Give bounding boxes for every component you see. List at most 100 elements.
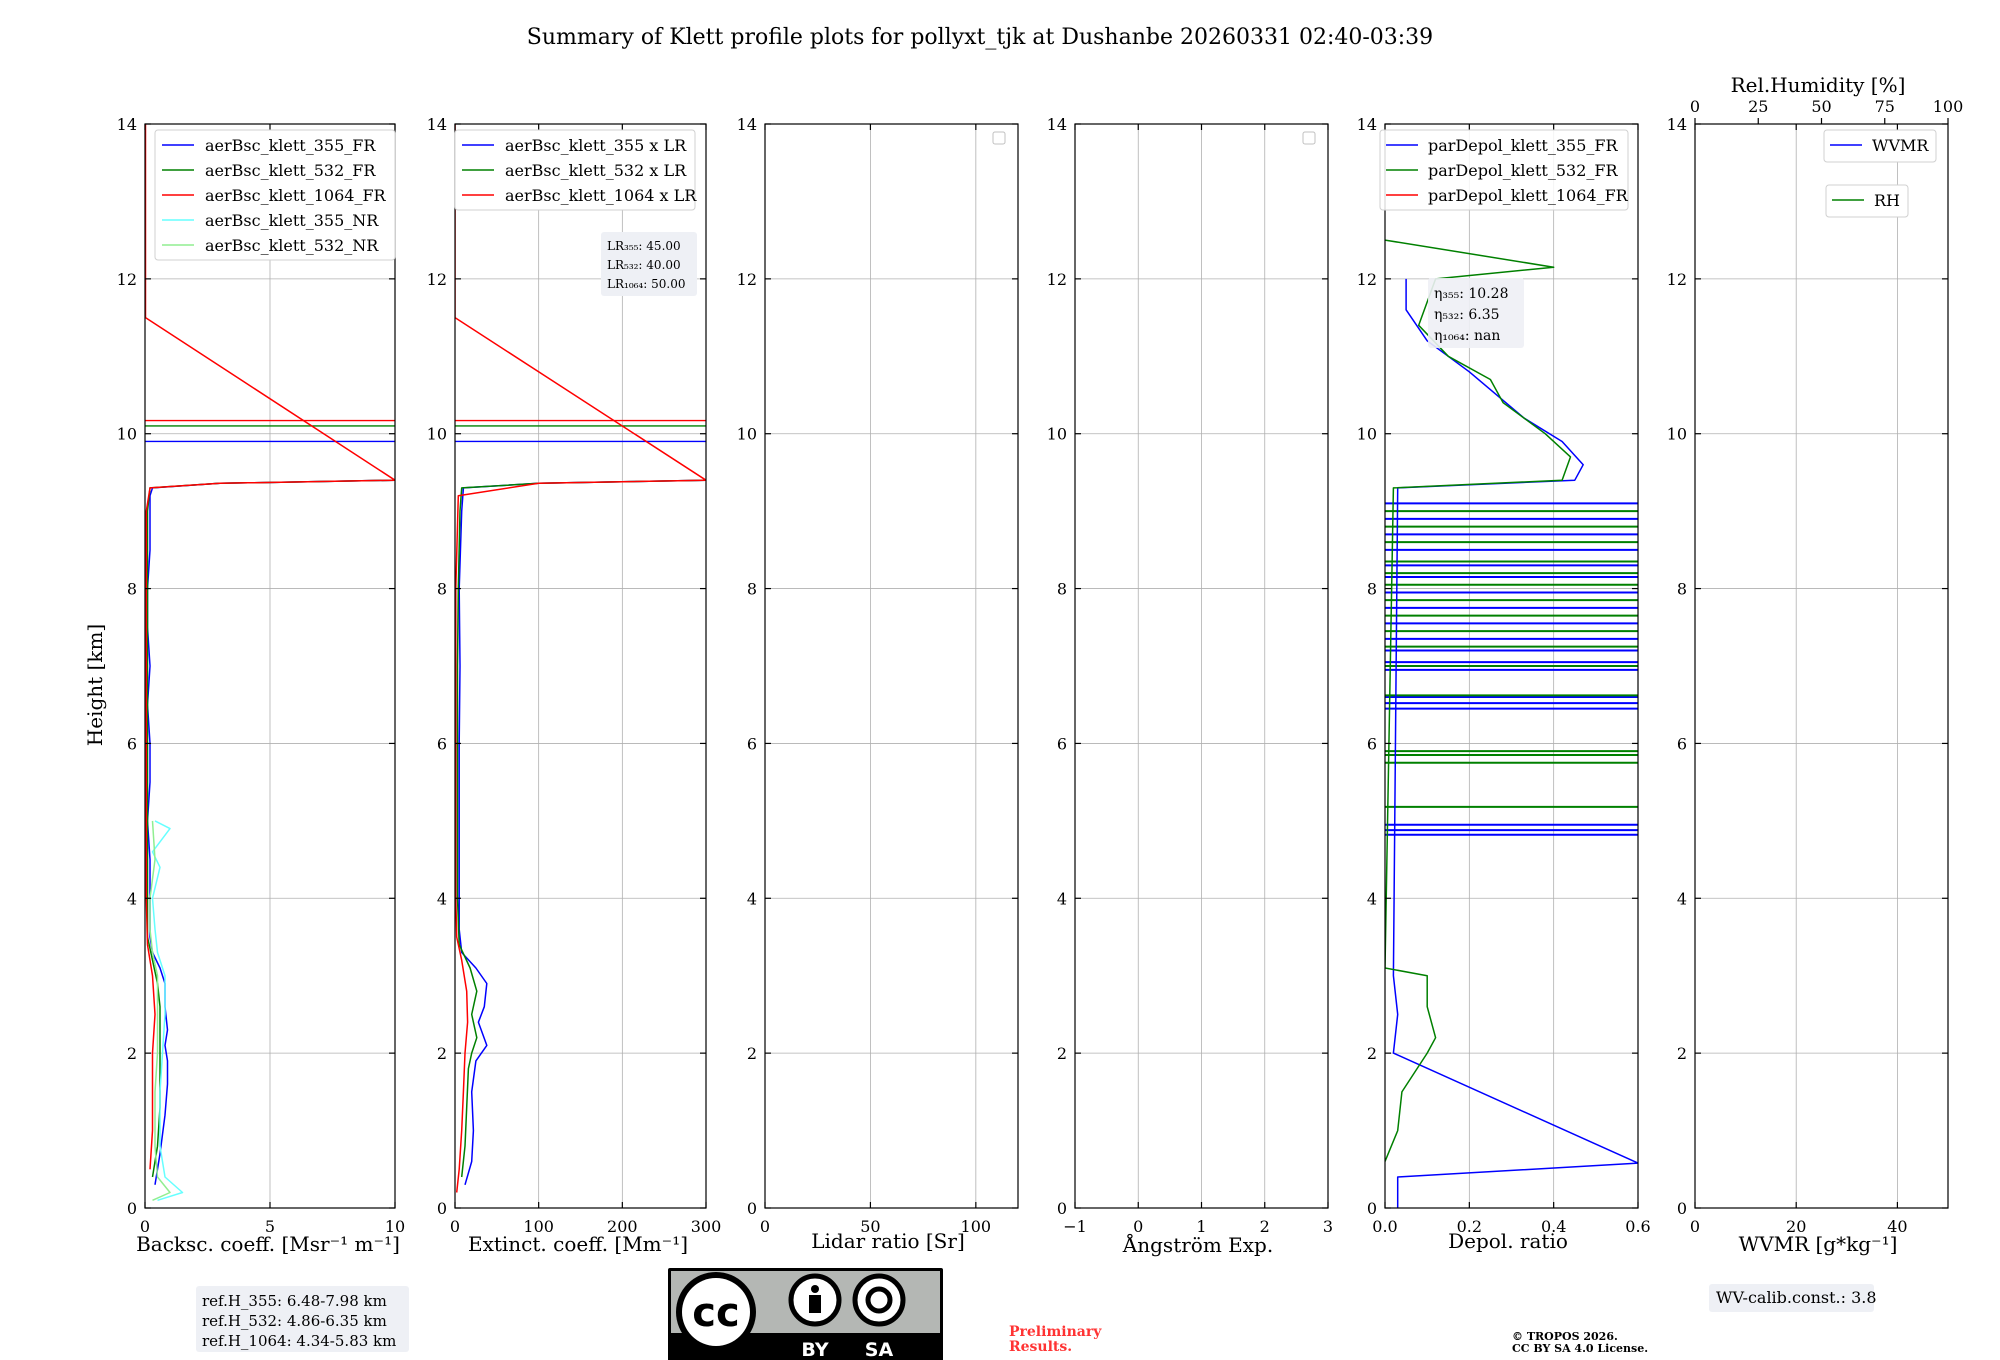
cc-inner-circle	[682, 1278, 750, 1346]
axes	[1694, 118, 1949, 1209]
lr-1064-text: LR₁₀₆₄: 50.00	[607, 277, 685, 291]
x-tick-labels: 0 5 10	[140, 1217, 405, 1236]
legend-label-wvmr: WVMR	[1872, 136, 1929, 155]
badge-sa-text: SA	[865, 1339, 894, 1360]
rh-top-axis-label: Rel.Humidity [%]	[1731, 73, 1906, 97]
copyright-line-1: © TROPOS 2026.	[1512, 1330, 1618, 1343]
series-line-parDepol_klett_532_FR	[1385, 239, 1572, 1162]
legend-box	[154, 129, 396, 261]
legend-label-355: parDepol_klett_355_FR	[1428, 136, 1619, 155]
x-tick-label: 0	[1133, 1217, 1143, 1236]
ref-h-532: ref.H_532: 4.86-6.35 km	[202, 1312, 387, 1330]
top-tick-labels: 0 25 50 75 100	[1690, 97, 1963, 116]
clip-group	[455, 124, 706, 1193]
axes-frame	[144, 123, 396, 1209]
x-tick-labels: 0 100 200 300	[450, 1217, 721, 1236]
y-tick-label: 2	[437, 1044, 447, 1063]
x-tick-labels: 0 20 40	[1690, 1217, 1908, 1236]
x-tick-label: 50	[860, 1217, 880, 1236]
y-tick-label: 8	[1367, 580, 1377, 599]
x-tick-label: 2	[1260, 1217, 1270, 1236]
y-tick-label: 0	[1057, 1199, 1067, 1218]
y-tick-label: 4	[127, 889, 137, 908]
y-axis-label: Height [km]	[83, 624, 107, 746]
x-tick-label: 0.2	[1457, 1217, 1482, 1236]
x-tick-label: 0.6	[1625, 1217, 1650, 1236]
legend-box	[1379, 129, 1629, 211]
y-tick-label: 8	[127, 580, 137, 599]
y-tick-label: 12	[1047, 270, 1067, 289]
x-tick-label: 0	[140, 1217, 150, 1236]
y-tick-labels: 0 2 4 6 8 10 12 14	[1357, 115, 1377, 1218]
y-tick-label: 10	[117, 425, 137, 444]
y-tick-label: 6	[747, 734, 757, 753]
by-icon-body	[809, 1295, 821, 1313]
y-tick-label: 2	[1057, 1044, 1067, 1063]
y-tick-label: 14	[1667, 115, 1687, 134]
y-tick-label: 8	[437, 580, 447, 599]
x-tick-label: 0.4	[1541, 1217, 1566, 1236]
y-tick-labels: 0 2 4 6 8 10 12 14	[737, 115, 757, 1218]
y-tick-label: 0	[1677, 1199, 1687, 1218]
axes-frame	[1384, 123, 1639, 1209]
x-tick-label: 0.0	[1372, 1217, 1397, 1236]
y-tick-labels: 0 2 4 6 8 10 12 14	[1047, 115, 1067, 1218]
y-tick-label: 8	[1677, 580, 1687, 599]
y-tick-label: 0	[127, 1199, 137, 1218]
x-tick-label: 10	[385, 1217, 405, 1236]
eta-355-text: η₃₅₅: 10.28	[1434, 286, 1508, 302]
x-tick-label: 40	[1887, 1217, 1907, 1236]
ext-legend: aerBsc_klett_355 x LR aerBsc_klett_532 x…	[454, 129, 697, 211]
y-tick-label: 0	[747, 1199, 757, 1218]
y-tick-label: 0	[437, 1199, 447, 1218]
empty-legend-box	[1302, 131, 1316, 145]
y-tick-label: 14	[1047, 115, 1067, 134]
axes	[764, 123, 1019, 1209]
panel-lidar-ratio: 0 2 4 6 8 10 12 14 0 50 100 Lidar ratio [Sr]	[737, 115, 1019, 1253]
lr-info-box: LR₃₅₅: 45.00 LR₅₃₂: 40.00 LR₁₀₆₄: 50.00	[601, 232, 697, 296]
series-line-aerBsc_klett_1064_FR	[145, 124, 395, 1170]
axes-frame	[1694, 123, 1949, 1209]
x-tick-label: 0	[450, 1217, 460, 1236]
empty-legend-box	[992, 131, 1006, 145]
bsc-x-axis-label: Backsc. coeff. [Msr⁻¹ m⁻¹]	[136, 1232, 400, 1256]
y-tick-label: 12	[117, 270, 137, 289]
x-tick-label: 3	[1323, 1217, 1333, 1236]
y-tick-label: 6	[127, 734, 137, 753]
cc-by-sa-badge: cc BY SA	[668, 1268, 943, 1360]
axes-frame	[454, 123, 707, 1209]
lr-355-text: LR₃₅₅: 45.00	[607, 239, 681, 253]
x-tick-label: 0	[760, 1217, 770, 1236]
wv-x-axis-label: WVMR [g*kg⁻¹]	[1739, 1232, 1898, 1256]
y-tick-label: 10	[427, 425, 447, 444]
y-tick-label: 14	[1357, 115, 1377, 134]
cc-icon: cc	[692, 1290, 739, 1336]
x-tick-label: −1	[1063, 1217, 1087, 1236]
series-line-aerBsc_klett_355 x LR	[458, 479, 706, 1186]
top-tick-label: 0	[1690, 97, 1700, 116]
y-tick-label: 6	[437, 734, 447, 753]
wv-calib-text: WV-calib.const.: 3.8	[1716, 1288, 1877, 1307]
info-box-bg	[1428, 278, 1524, 348]
top-tick-label: 100	[1933, 97, 1964, 116]
axes-frame	[764, 123, 1019, 1209]
rh-legend: RH	[1825, 184, 1909, 218]
grid	[1074, 123, 1329, 1209]
y-tick-label: 0	[1367, 1199, 1377, 1218]
ref-h-355: ref.H_355: 6.48-7.98 km	[202, 1292, 387, 1310]
info-box-bg	[1709, 1284, 1874, 1312]
panel-backscatter: 0 2 4 6 8 10 12 14 0 5 10 Backsc. coeff. [Msr⁻¹ m…	[117, 115, 406, 1256]
bsc-legend: aerBsc_klett_355_FR aerBsc_klett_532_FR …	[154, 129, 396, 261]
x-tick-labels: −1 0 1 2 3	[1063, 1217, 1333, 1236]
ang-x-axis-label: Ångström Exp.	[1122, 1232, 1273, 1257]
legend-label-1064: parDepol_klett_1064_FR	[1428, 186, 1629, 205]
legend-label-rh: RH	[1874, 191, 1900, 210]
series-line-aerBsc_klett_532 x LR	[456, 479, 706, 1178]
x-tick-label: 200	[607, 1217, 638, 1236]
axes	[454, 123, 707, 1209]
x-tick-label: 1	[1196, 1217, 1206, 1236]
wv-calib-box: WV-calib.const.: 3.8	[1709, 1284, 1877, 1312]
legend-label-355-fr: aerBsc_klett_355_FR	[205, 136, 376, 155]
badge-bottom	[760, 1336, 938, 1359]
